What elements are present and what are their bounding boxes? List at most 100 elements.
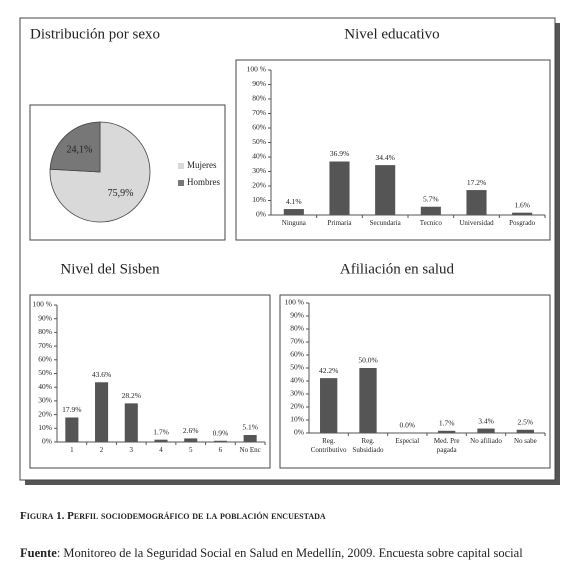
y-tick-label: 40% — [38, 382, 52, 391]
bar — [477, 428, 495, 433]
x-tick-label: 2 — [99, 446, 104, 454]
value-label: 0.9% — [213, 428, 229, 437]
y-tick-label: 0% — [42, 437, 52, 446]
value-label: 17.2% — [467, 178, 486, 187]
x-tick-label: No sabe — [513, 437, 537, 445]
y-tick-label: 20% — [252, 181, 266, 190]
x-tick-label: Universidad — [459, 219, 494, 227]
x-tick-label-box: Reg. Contributivo — [310, 437, 347, 454]
value-label: 1.7% — [439, 419, 455, 428]
x-tick-label: 3 — [129, 446, 134, 454]
bar — [320, 378, 338, 433]
y-tick-label: 60% — [290, 350, 304, 359]
value-label: 50.0% — [358, 356, 377, 365]
x-tick-label-box: 6 — [218, 446, 223, 454]
y-tick-label: 80% — [290, 324, 304, 333]
bar — [438, 430, 456, 433]
x-tick-label-box: 1 — [70, 446, 74, 454]
y-tick-label: 70% — [38, 341, 52, 350]
bar — [329, 161, 350, 215]
y-tick-label: 50% — [38, 368, 52, 377]
value-label: 2.6% — [183, 426, 199, 435]
value-label: 3.4% — [478, 416, 494, 425]
x-tick-label-box: Primaria — [327, 219, 352, 227]
x-tick-label-box: No afiliado — [470, 437, 502, 445]
bar — [243, 435, 257, 442]
y-tick-label: 90% — [38, 313, 52, 322]
slice-label: 24,1% — [66, 144, 92, 155]
bar — [184, 438, 198, 442]
x-tick-label-box: 2 — [99, 446, 104, 454]
caption: Figura 1. Perfil sociodemográfico de la … — [20, 510, 326, 522]
legend-label: Hombres — [187, 177, 220, 187]
value-label: 43.6% — [92, 370, 111, 379]
x-tick-label-box: Tecnico — [420, 219, 442, 227]
legend-swatch — [178, 163, 184, 169]
x-tick-label-box: Universidad — [459, 219, 494, 227]
value-label: 36.9% — [330, 149, 349, 158]
bar — [359, 368, 377, 433]
value-label: 17.9% — [62, 405, 81, 414]
value-label: 5.1% — [242, 423, 258, 432]
bar — [466, 190, 487, 215]
y-tick-label: 70% — [290, 337, 304, 346]
x-tick-label-box: Ninguna — [282, 219, 306, 227]
y-tick-label: 90% — [252, 79, 266, 88]
x-tick-label: Secundaria — [369, 219, 401, 227]
pie-slice — [49, 121, 101, 173]
y-tick-label: 40% — [290, 376, 304, 385]
x-tick-label: 1 — [70, 446, 74, 454]
charts: Distribución por sexo 75,9% Mujeres 24,1% Ho… — [19, 17, 560, 485]
slice-label: 75,9% — [108, 188, 134, 199]
y-tick-label: 100 % — [285, 298, 304, 307]
y-tick-label: 30% — [38, 396, 52, 405]
value-label: 4.1% — [286, 197, 302, 206]
value-label: 1.6% — [514, 200, 530, 209]
chart-title: Afiliación en salud — [340, 261, 455, 277]
x-tick-label: 6 — [218, 446, 223, 454]
source-text: : Monitoreo de la Seguridad Social en Sa… — [56, 546, 523, 560]
chart-title: Nivel del Sisben — [60, 261, 160, 277]
y-tick-label: 70% — [252, 108, 266, 117]
y-tick-label: 80% — [252, 94, 266, 103]
y-tick-label: 50% — [252, 137, 266, 146]
chart-title: Distribución por sexo — [30, 26, 160, 42]
x-tick-label-box: Med. Pre pagada — [433, 437, 460, 454]
x-tick-label: Med. Pre pagada — [433, 437, 460, 454]
y-tick-label: 40% — [252, 152, 266, 161]
x-tick-label: No afiliado — [470, 437, 502, 445]
y-tick-label: 10% — [38, 423, 52, 432]
x-tick-label-box: 4 — [159, 446, 163, 454]
x-tick-label-box: Especial — [395, 437, 419, 445]
value-label: 1.7% — [153, 427, 169, 436]
x-tick-label: Reg. Subsidiado — [352, 437, 384, 454]
bar — [375, 165, 396, 215]
y-tick-label: 100 % — [33, 300, 52, 309]
y-tick-label: 60% — [38, 355, 52, 364]
x-tick-label-box: No Enc — [239, 446, 261, 454]
source-label: Fuente — [20, 546, 57, 560]
x-tick-label-box: Secundaria — [369, 219, 401, 227]
bar — [154, 439, 168, 442]
value-label: 28.2% — [122, 391, 141, 400]
x-tick-label: Reg. Contributivo — [310, 437, 347, 454]
y-tick-label: 80% — [38, 327, 52, 336]
legend-label: Mujeres — [187, 160, 217, 170]
x-tick-label: 5 — [188, 446, 193, 454]
bar — [213, 440, 227, 442]
bar — [95, 382, 109, 442]
value-label: 34.4% — [375, 153, 394, 162]
y-tick-label: 30% — [252, 166, 266, 175]
value-label: 42.2% — [319, 366, 338, 375]
x-tick-label-box: No sabe — [513, 437, 537, 445]
bar — [124, 403, 138, 442]
bar — [516, 429, 534, 433]
bar — [512, 212, 533, 215]
source: Fuente: Monitoreo de la Seguridad Social… — [20, 546, 523, 561]
value-label: 2.5% — [518, 417, 534, 426]
y-tick-label: 10% — [252, 195, 266, 204]
x-tick-label: Primaria — [327, 219, 352, 227]
value-label: 5.7% — [423, 194, 439, 203]
x-tick-label: No Enc — [239, 446, 261, 454]
